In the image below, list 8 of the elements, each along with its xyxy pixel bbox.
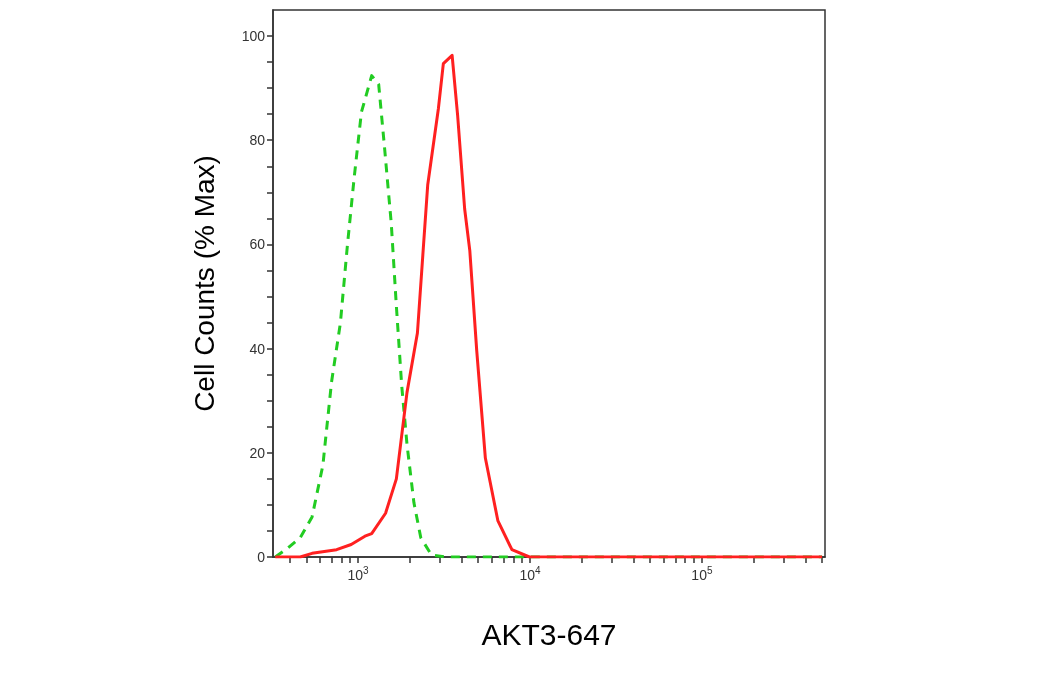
x-axis-title: AKT3-647 [481,617,617,651]
y-tick-label: 100 [241,28,266,45]
y-tick-label: 60 [249,236,266,253]
y-tick-label: 80 [249,132,266,149]
y-tick-label: 0 [257,549,266,565]
y-axis-title: Cell Counts (% Max) [188,155,220,412]
y-tick-label: 20 [249,444,266,461]
y-tick-label: 40 [249,340,266,357]
